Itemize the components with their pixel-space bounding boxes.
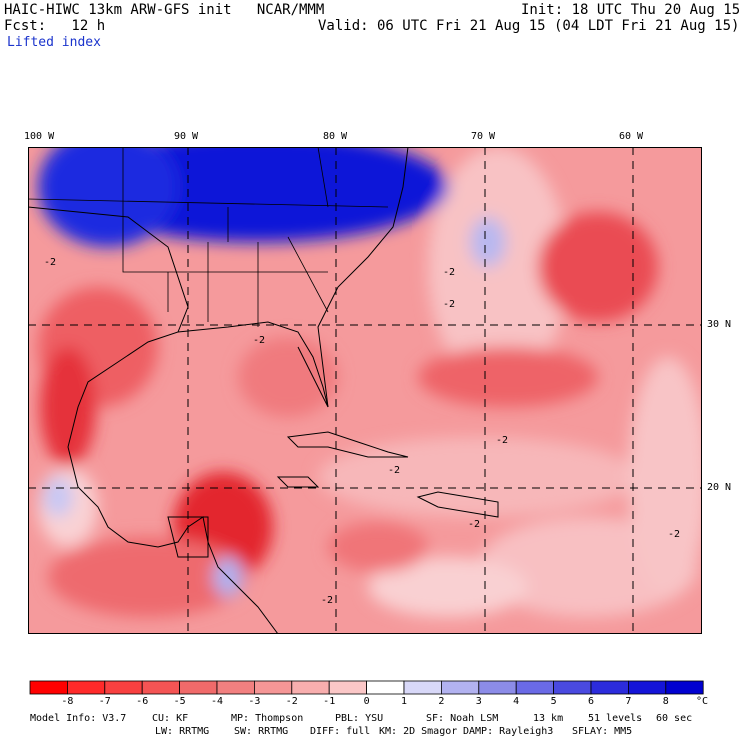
contour-label: -2	[468, 519, 480, 530]
footer-km: KM: 2D Smagor	[379, 726, 458, 737]
colorbar: -8 -7 -6 -5 -4 -3 -2 -1 0 1 2 3 4 5 6 7 8 °C	[29, 680, 708, 707]
lat-label-30n: 30 N	[707, 319, 732, 330]
footer-lw: LW: RRTMG	[155, 726, 210, 737]
colorbar-swatch	[403, 680, 442, 695]
colorbar-tick-label: -2	[286, 696, 298, 707]
colorbar-swatch	[440, 680, 480, 695]
colorbar-swatch	[291, 680, 330, 695]
contour-label: -2	[253, 335, 265, 346]
colorbar-swatch	[515, 680, 555, 695]
colorbar-tick-label: -8	[61, 696, 73, 707]
lon-label-70w: 70 W	[471, 131, 496, 142]
latlon-grid	[28, 147, 702, 634]
colorbar-swatch	[665, 680, 704, 695]
colorbar-swatch	[253, 680, 293, 695]
colorbar-swatch	[553, 680, 592, 695]
coastlines	[28, 147, 499, 634]
contour-label: -2	[496, 435, 508, 446]
colorbar-swatch	[328, 680, 368, 695]
colorbar-tick-label: 1	[401, 696, 407, 707]
colorbar-swatch	[141, 680, 180, 695]
lon-label-80w: 80 W	[323, 131, 348, 142]
colorbar-swatches	[29, 680, 704, 695]
colorbar-tick-label: 3	[476, 696, 482, 707]
footer-pbl: PBL: YSU	[335, 713, 384, 724]
colorbar-tick-label: 4	[513, 696, 519, 707]
contour-label: -2	[668, 529, 680, 540]
contour-label: -2	[388, 465, 400, 476]
footer-mp: MP: Thompson	[231, 713, 304, 724]
colorbar-tick-label: 2	[438, 696, 444, 707]
lon-label-100w: 100 W	[24, 131, 55, 142]
lat-label-20n: 20 N	[707, 482, 732, 493]
political-borders	[28, 147, 389, 327]
lon-label-90w: 90 W	[174, 131, 199, 142]
colorbar-swatch	[478, 680, 517, 695]
contour-label: -2	[44, 257, 56, 268]
lon-label-60w: 60 W	[619, 131, 644, 142]
colorbar-tick-label: -1	[323, 696, 335, 707]
colorbar-tick-label: 6	[588, 696, 594, 707]
model-title: HAIC-HIWC 13km ARW-GFS init NCAR/MMM	[4, 2, 325, 18]
footer-levels: 51 levels	[588, 713, 643, 724]
colorbar-tick-label: -3	[248, 696, 260, 707]
footer-timestep: 60 sec	[656, 713, 693, 724]
footer-resolution: 13 km	[533, 713, 564, 724]
footer-damp: DAMP: Rayleigh3	[463, 726, 554, 737]
init-time: Init: 18 UTC Thu 20 Aug 15	[521, 2, 740, 18]
colorbar-tick-label: -6	[136, 696, 148, 707]
footer-sw: SW: RRTMG	[234, 726, 289, 737]
field-name: Lifted index	[7, 35, 101, 50]
colorbar-swatch	[628, 680, 667, 695]
footer-sf: SF: Noah LSM	[426, 713, 499, 724]
lifted-index-map: -2 -2 -2 -2 -2 -2 -2 -2 -2	[28, 147, 702, 634]
contour-label: -2	[443, 299, 455, 310]
colorbar-tick-label: -5	[174, 696, 186, 707]
colorbar-swatch	[29, 680, 68, 695]
contour-label: -2	[321, 595, 333, 606]
colorbar-tick-label: -4	[211, 696, 223, 707]
contour-label: -2	[443, 267, 455, 278]
footer-cu: CU: KF	[152, 713, 189, 724]
footer-sflay: SFLAY: MM5	[572, 726, 633, 737]
footer-model-info: Model Info: V3.7	[30, 713, 127, 724]
colorbar-tick-label: 7	[625, 696, 631, 707]
colorbar-tick-label: 8	[663, 696, 669, 707]
colorbar-tick-label: -7	[99, 696, 111, 707]
colorbar-swatch	[104, 680, 143, 695]
contour-labels: -2 -2 -2 -2 -2 -2 -2 -2 -2	[44, 257, 680, 606]
colorbar-swatch	[67, 680, 106, 695]
colorbar-unit: °C	[696, 696, 708, 707]
colorbar-swatch	[179, 680, 218, 695]
colorbar-swatch	[366, 680, 405, 695]
colorbar-swatch	[590, 680, 629, 695]
colorbar-tick-label: 0	[364, 696, 370, 707]
colorbar-tick-label: 5	[551, 696, 557, 707]
valid-time: Valid: 06 UTC Fri 21 Aug 15 (04 LDT Fri …	[318, 18, 740, 34]
colorbar-tick-labels: -8 -7 -6 -5 -4 -3 -2 -1 0 1 2 3 4 5 6 7 8	[61, 696, 668, 707]
colorbar-swatch	[216, 680, 255, 695]
map-frame	[28, 147, 702, 634]
forecast-hour: Fcst: 12 h	[4, 18, 106, 34]
footer-diff: DIFF: full	[310, 726, 371, 737]
